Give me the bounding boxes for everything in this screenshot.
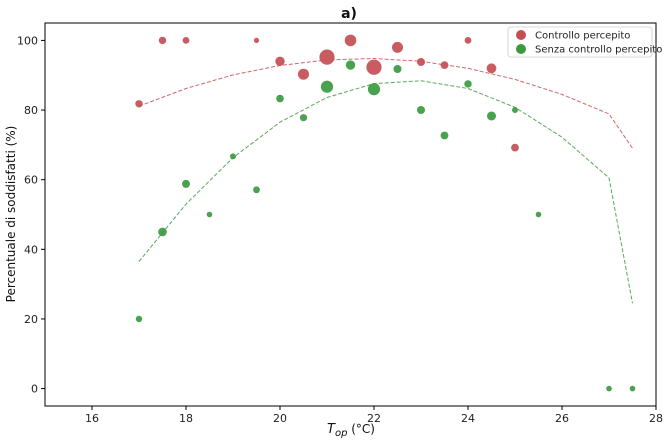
- x-tick-label: 22: [367, 412, 381, 425]
- data-point-1-2: [182, 179, 190, 188]
- data-point-1-3: [206, 211, 213, 218]
- data-point-1-11: [393, 65, 402, 73]
- fit-curve-1: [138, 80, 633, 304]
- data-point-1-10: [367, 83, 381, 96]
- data-point-1-0: [135, 315, 143, 323]
- legend: Controllo percepito Senza controllo perc…: [507, 26, 662, 58]
- data-point-0-2: [182, 37, 190, 44]
- data-point-1-1: [158, 227, 167, 237]
- data-point-0-4: [275, 56, 285, 66]
- data-point-1-9: [345, 60, 356, 70]
- y-axis-label: Percentuale di soddisfatti (%): [4, 126, 18, 303]
- data-point-0-12: [464, 37, 472, 44]
- data-point-0-7: [344, 34, 357, 47]
- data-point-0-5: [298, 68, 309, 80]
- x-tick-label: 24: [461, 412, 475, 425]
- data-point-1-5: [253, 186, 260, 194]
- data-point-0-13: [486, 63, 497, 74]
- data-point-1-8: [320, 80, 334, 93]
- data-point-0-8: [366, 59, 382, 75]
- data-point-0-9: [392, 41, 403, 53]
- x-axis-label: Top (°C): [327, 422, 375, 439]
- data-point-1-7: [299, 114, 308, 122]
- x-tick-label: 26: [555, 412, 569, 425]
- x-tick-label: 20: [273, 412, 287, 425]
- y-axis-ticks: 0 20 40 60 80 100: [17, 34, 45, 396]
- x-tick-label: 16: [85, 412, 99, 425]
- data-point-1-12: [417, 106, 425, 114]
- chart-title: a): [341, 6, 357, 22]
- data-point-0-14: [511, 143, 519, 152]
- data-point-0-3: [253, 37, 260, 44]
- data-point-1-16: [512, 107, 518, 113]
- data-point-1-14: [464, 80, 472, 88]
- data-point-1-19: [629, 385, 636, 392]
- data-point-0-1: [158, 36, 167, 45]
- data-point-0-6: [319, 49, 335, 65]
- legend-box: [507, 26, 653, 58]
- data-point-1-13: [440, 131, 449, 140]
- legend-label-controllo: Controllo percepito: [535, 31, 630, 42]
- data-point-1-6: [276, 94, 284, 103]
- x-tick-label: 18: [179, 412, 193, 425]
- data-point-1-15: [487, 111, 496, 121]
- legend-label-senza: Senza controllo percepito: [535, 45, 662, 56]
- data-point-1-17: [535, 211, 542, 218]
- data-point-0-11: [440, 61, 449, 69]
- data-point-1-18: [606, 385, 612, 392]
- data-point-0-0: [135, 100, 143, 108]
- data-point-1-4: [230, 153, 236, 160]
- y-tick-label: 100: [17, 34, 38, 47]
- y-tick-label: 40: [24, 243, 38, 256]
- plot-area-frame: [44, 22, 657, 407]
- x-tick-label: 28: [649, 412, 663, 425]
- data-point-0-10: [417, 58, 425, 66]
- legend-marker-controllo: [516, 30, 526, 40]
- legend-marker-senza: [516, 44, 526, 54]
- fit-curve-0: [138, 57, 633, 149]
- y-tick-label: 20: [24, 313, 38, 326]
- data-points: [135, 34, 636, 392]
- y-tick-label: 0: [31, 383, 38, 396]
- x-axis-ticks: 16 18 20 22 24 26 28: [85, 406, 663, 425]
- y-tick-label: 60: [24, 174, 38, 187]
- fit-curves: [138, 57, 633, 304]
- y-tick-label: 80: [24, 104, 38, 117]
